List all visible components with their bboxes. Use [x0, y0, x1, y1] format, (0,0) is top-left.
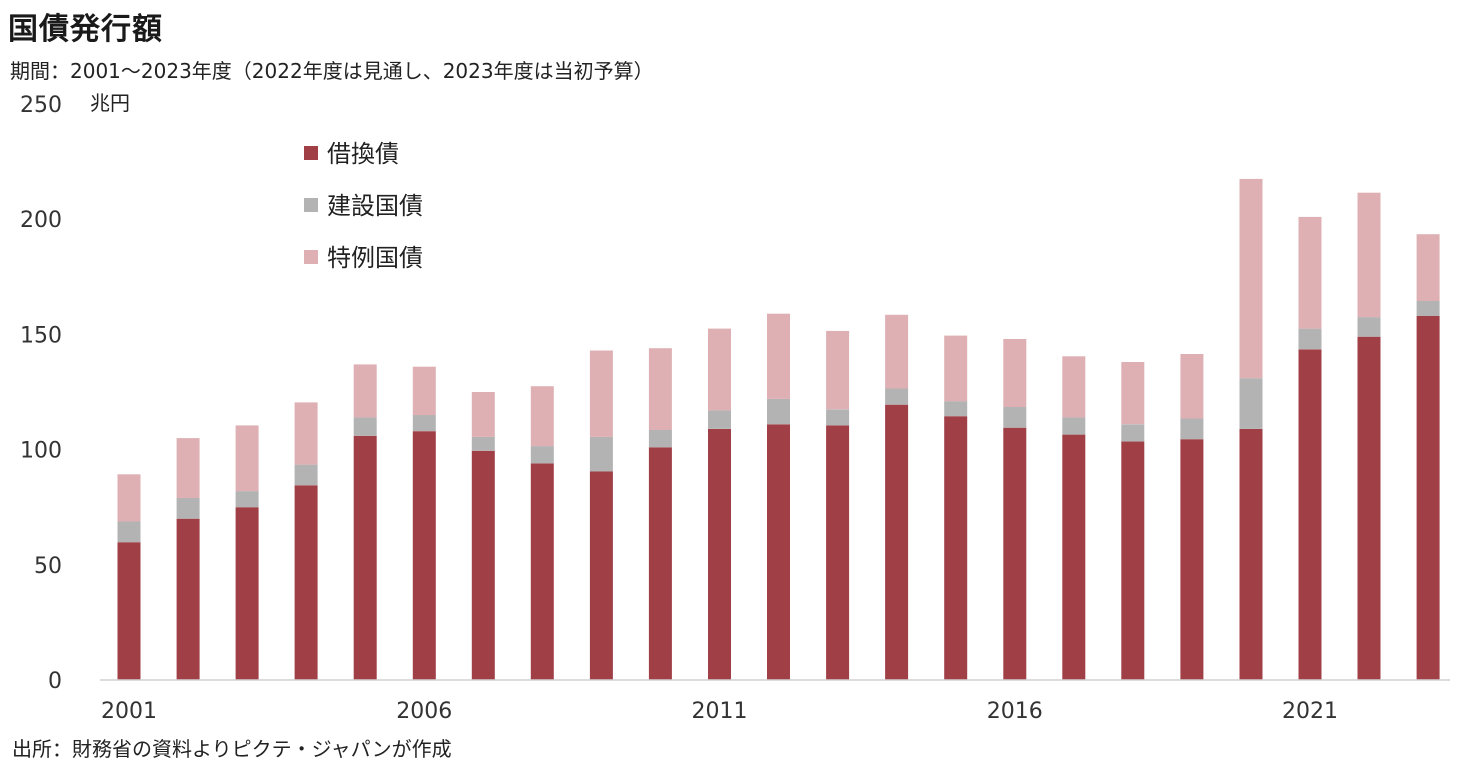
- bar-segment-special-2013: [826, 330, 850, 410]
- bar-segment-special-2003: [235, 425, 259, 492]
- legend-label-special: 特例国債: [327, 244, 423, 272]
- bar-segment-construction-2021: [1298, 328, 1322, 350]
- legend-label-construction: 建設国債: [327, 192, 423, 220]
- bar-segment-refunding-2005: [353, 435, 377, 680]
- bar-segment-special-2004: [294, 402, 318, 465]
- bar-segment-refunding-2002: [176, 518, 200, 680]
- bar-segment-special-2018: [1121, 362, 1145, 425]
- bar-segment-construction-2015: [944, 401, 968, 417]
- bar-segment-special-2016: [1003, 339, 1027, 407]
- bar-segment-construction-2016: [1003, 407, 1027, 428]
- bar-segment-construction-2011: [708, 410, 731, 429]
- source-note: 出所：財務省の資料よりピクテ・ジャパンが作成: [12, 737, 452, 761]
- x-tick-label: 2011: [692, 699, 748, 724]
- x-tick-label: 2016: [987, 699, 1043, 724]
- x-axis: 2001 2006 2011 2016 2021: [101, 699, 1338, 724]
- bar-segment-construction-2012: [767, 398, 790, 425]
- legend-swatch-refunding: [304, 146, 318, 160]
- bar-segment-special-2011: [708, 328, 731, 411]
- bar-segment-special-2009: [589, 350, 613, 437]
- y-axis: 0 50 100 150 200 250: [20, 93, 62, 694]
- bar-segment-refunding-2008: [530, 463, 554, 680]
- bar-segment-special-2008: [530, 386, 554, 447]
- bar-segment-construction-2008: [530, 446, 554, 464]
- y-tick-label: 200: [20, 208, 62, 233]
- y-tick-label: 250: [20, 93, 62, 118]
- bar-segment-construction-2014: [885, 388, 909, 405]
- bar-segment-construction-2009: [589, 436, 613, 472]
- bar-segment-special-2015: [944, 335, 968, 402]
- bar-segment-refunding-2017: [1062, 434, 1086, 680]
- y-tick-label: 0: [48, 669, 62, 694]
- bar-segment-construction-2007: [471, 436, 495, 451]
- bar-segment-refunding-2009: [589, 471, 613, 680]
- legend-label-refunding: 借換債: [327, 140, 399, 168]
- bar-segment-construction-2018: [1121, 424, 1145, 442]
- bar-segment-refunding-2004: [294, 485, 318, 680]
- bar-segment-construction-2023: [1416, 301, 1440, 316]
- bar-segment-refunding-2012: [767, 424, 790, 680]
- x-tick-label: 2006: [396, 699, 452, 724]
- bar-segment-special-2007: [471, 392, 495, 437]
- bar-segment-special-2012: [767, 313, 790, 399]
- bar-segment-refunding-2014: [885, 404, 909, 680]
- bar-segment-construction-2004: [294, 464, 318, 486]
- bar-segment-refunding-2001: [117, 542, 141, 680]
- x-tick-label: 2021: [1282, 699, 1338, 724]
- chart-title: 国債発行額: [8, 12, 163, 47]
- bar-segment-special-2019: [1180, 354, 1204, 419]
- bar-segment-refunding-2020: [1239, 428, 1263, 680]
- bar-segment-construction-2013: [826, 409, 850, 426]
- bar-segment-construction-2022: [1357, 317, 1381, 337]
- bar-segment-refunding-2011: [708, 428, 731, 680]
- bar-segment-refunding-2022: [1357, 336, 1381, 680]
- y-axis-unit-label: 兆円: [90, 91, 130, 115]
- bar-segment-construction-2020: [1239, 378, 1263, 429]
- bar-segment-refunding-2023: [1416, 316, 1440, 680]
- bar-segment-special-2002: [176, 438, 200, 498]
- bar-segment-special-2001: [117, 474, 141, 522]
- bar-segment-special-2021: [1298, 216, 1322, 329]
- bar-segment-refunding-2010: [648, 447, 672, 680]
- bar-segment-construction-2001: [117, 521, 141, 543]
- bar-segment-special-2017: [1062, 356, 1086, 418]
- bar-segment-construction-2017: [1062, 417, 1086, 435]
- bar-segment-construction-2019: [1180, 418, 1204, 440]
- bar-segment-special-2010: [648, 348, 672, 430]
- bar-segment-special-2006: [412, 366, 436, 416]
- bar-segment-construction-2005: [353, 417, 377, 436]
- bar-segment-refunding-2015: [944, 416, 968, 680]
- bar-segment-special-2014: [885, 314, 909, 389]
- y-tick-label: 50: [34, 554, 62, 579]
- bar-segment-construction-2002: [176, 498, 200, 519]
- bar-segment-special-2020: [1239, 178, 1263, 379]
- x-tick-label: 2001: [101, 699, 157, 724]
- bar-segment-refunding-2021: [1298, 349, 1322, 680]
- bar-segment-refunding-2003: [235, 507, 259, 680]
- bar-segment-refunding-2007: [471, 450, 495, 680]
- bar-segment-refunding-2013: [826, 425, 850, 680]
- bar-segment-refunding-2016: [1003, 427, 1027, 680]
- legend-swatch-special: [304, 250, 318, 264]
- bar-segment-construction-2006: [412, 415, 436, 432]
- bar-segment-construction-2003: [235, 491, 259, 508]
- y-tick-label: 150: [20, 323, 62, 348]
- chart-subtitle: 期間：2001～2023年度（2022年度は見通し、2023年度は当初予算）: [10, 59, 654, 83]
- legend-swatch-construction: [304, 198, 318, 212]
- bar-segment-special-2023: [1416, 234, 1440, 301]
- bar-segment-refunding-2018: [1121, 441, 1145, 680]
- bar-series: [117, 178, 1440, 680]
- y-tick-label: 100: [20, 439, 62, 464]
- bar-segment-refunding-2006: [412, 431, 436, 680]
- bar-segment-construction-2010: [648, 430, 672, 448]
- bar-segment-special-2022: [1357, 192, 1381, 318]
- bar-segment-refunding-2019: [1180, 439, 1204, 680]
- bar-segment-special-2005: [353, 364, 377, 418]
